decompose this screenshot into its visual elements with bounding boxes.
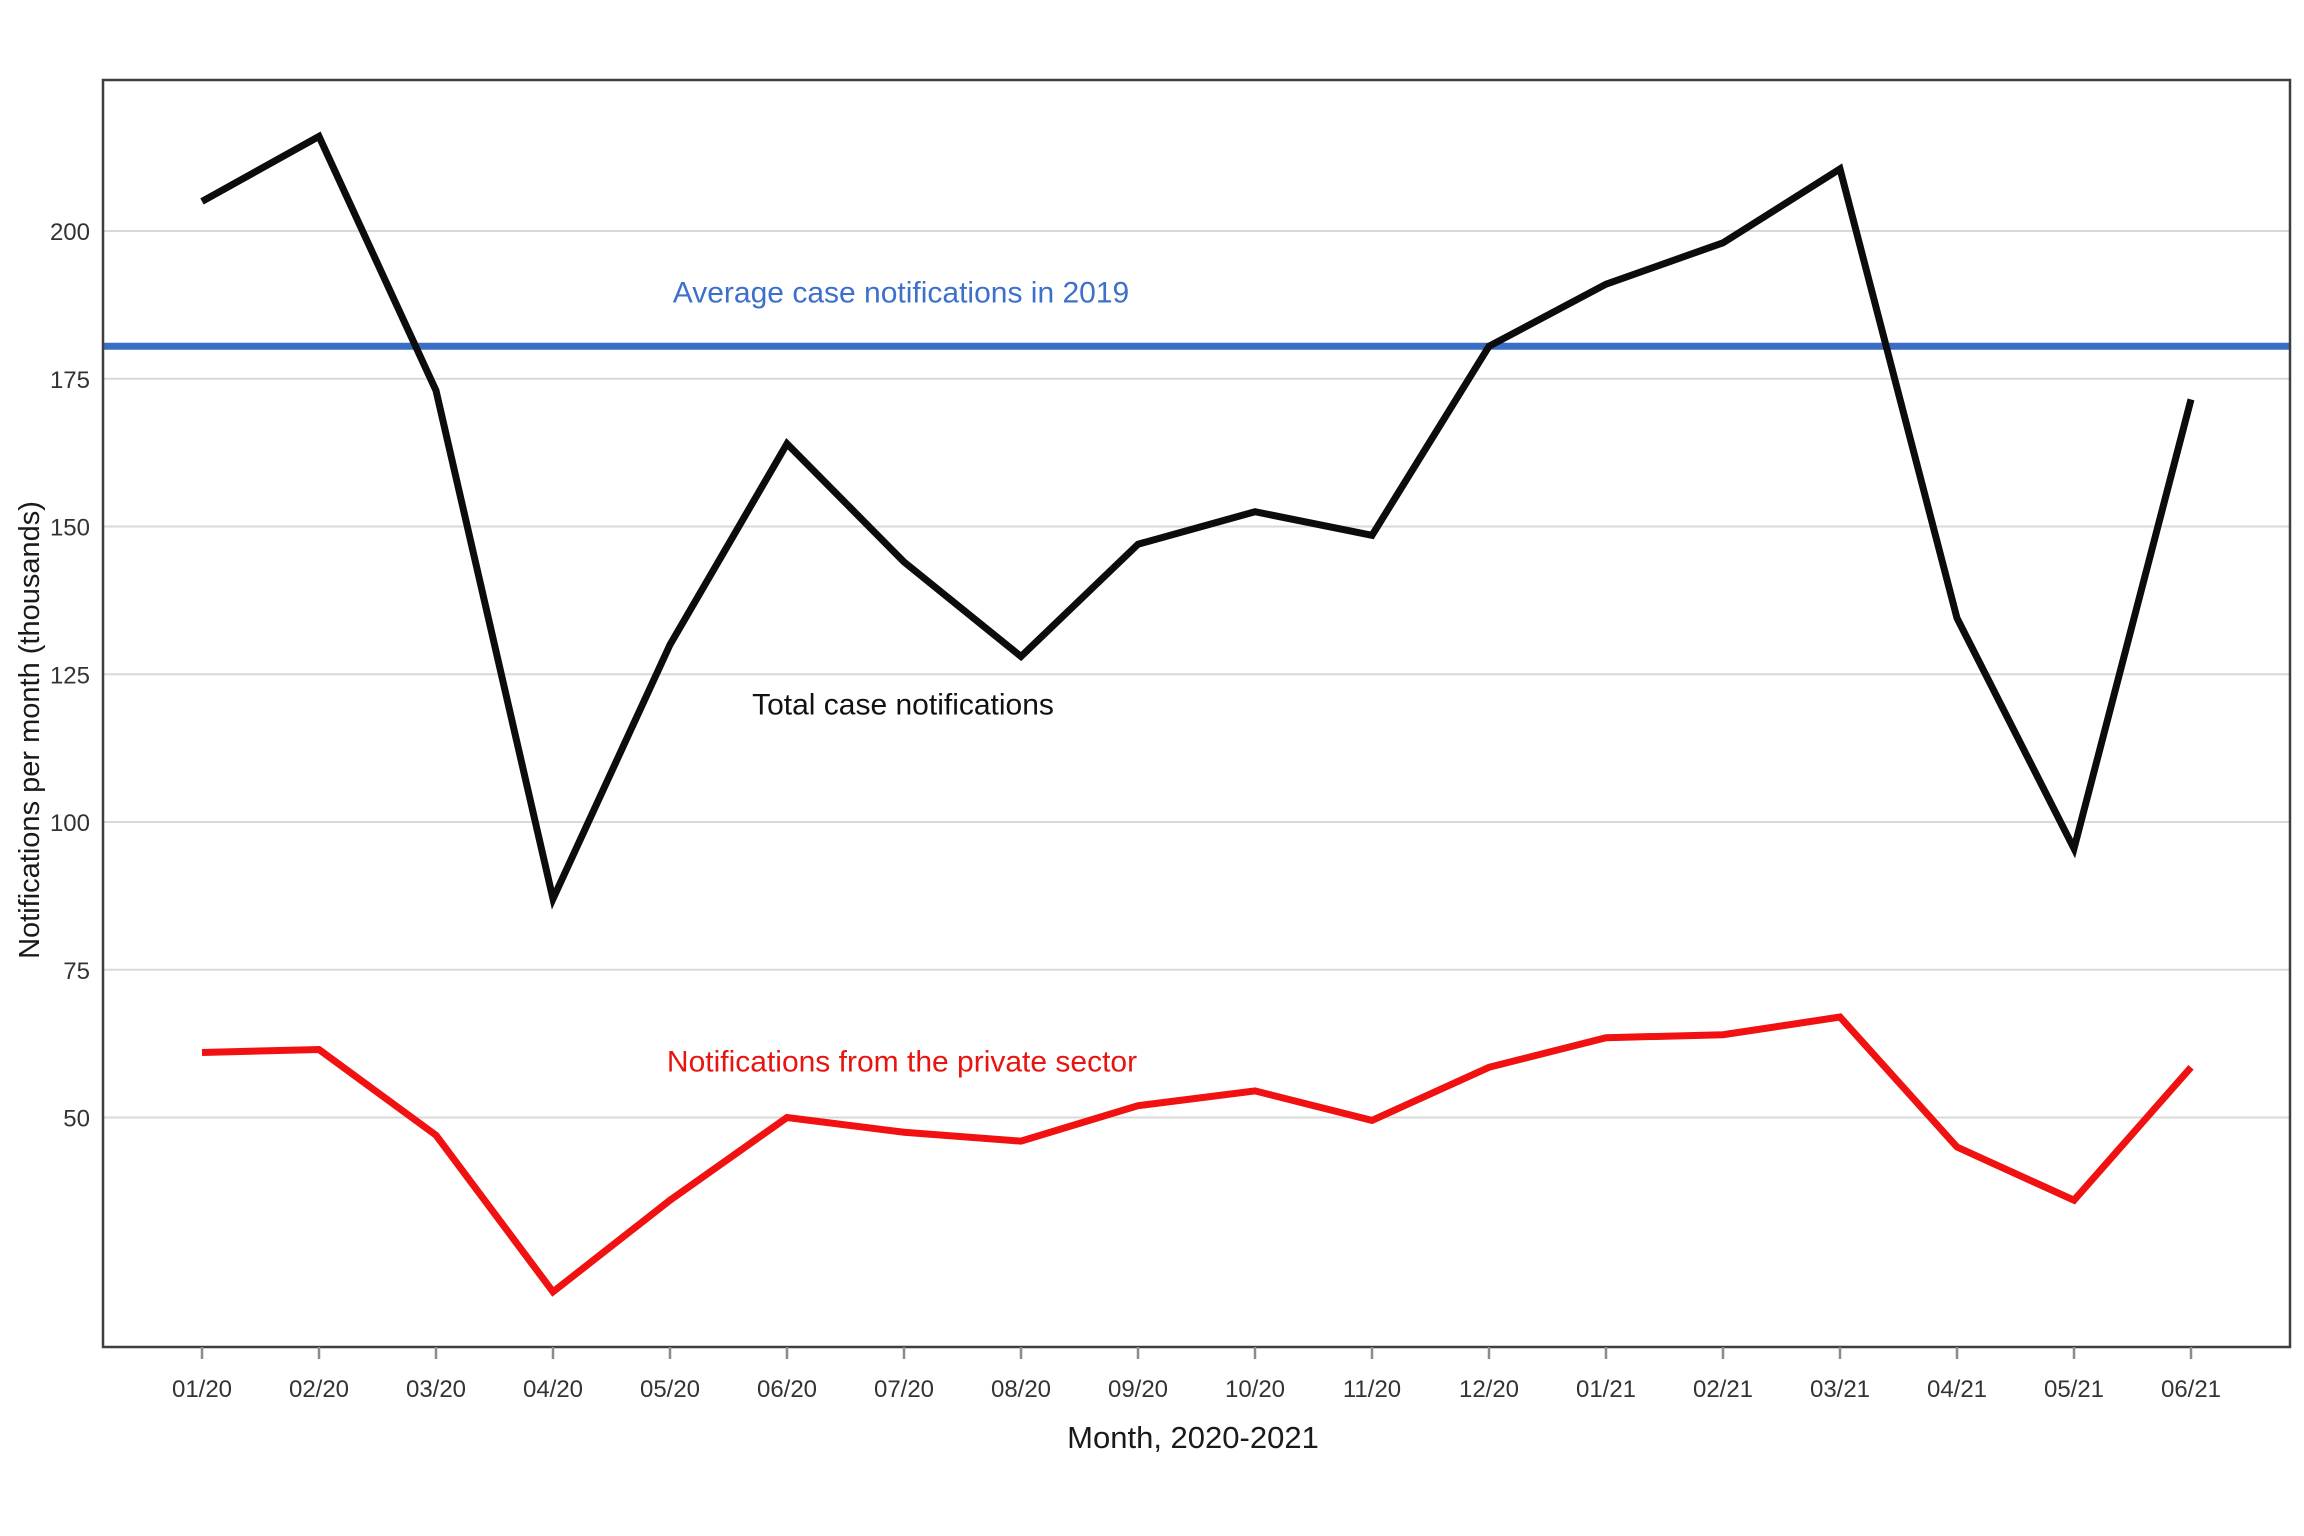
x-tick-label-04/20: 04/20 (523, 1376, 583, 1403)
y-tick-label-75: 75 (63, 958, 90, 985)
y-axis-title: Notifications per month (thousands) (14, 501, 46, 959)
y-tick-label-175: 175 (50, 367, 90, 394)
total-notifications-line (200, 131, 2195, 910)
x-tick-label-05/20: 05/20 (640, 1376, 700, 1403)
x-axis-tick-labels: 01/20 02/20 03/20 04/20 05/20 06/20 07/20 08/20… (172, 1376, 2221, 1403)
x-tick-label-07/20: 07/20 (874, 1376, 934, 1403)
y-tick-label-100: 100 (50, 810, 90, 837)
x-tick-label-05/21: 05/21 (2044, 1376, 2104, 1403)
x-tick-label-06/21: 06/21 (2161, 1376, 2221, 1403)
plot-border (101, 78, 2292, 1349)
x-tick-label-10/20: 10/20 (1225, 1376, 1285, 1403)
y-tick-label-200: 200 (50, 219, 90, 246)
x-tick-label-03/21: 03/21 (1810, 1376, 1870, 1403)
x-axis-tick-marks (200, 1347, 2193, 1359)
private-sector-line (201, 1013, 2194, 1297)
x-tick-label-02/21: 02/21 (1693, 1376, 1753, 1403)
x-tick-label-01/20: 01/20 (172, 1376, 232, 1403)
total-line-annotation-label: Total case notifications (752, 689, 1054, 722)
x-tick-label-01/21: 01/21 (1576, 1376, 1636, 1403)
x-tick-label-06/20: 06/20 (757, 1376, 817, 1403)
y-tick-label-50: 50 (63, 1106, 90, 1133)
x-tick-label-02/20: 02/20 (289, 1376, 349, 1403)
gridlines (104, 230, 2289, 1119)
x-tick-label-03/20: 03/20 (406, 1376, 466, 1403)
baseline-annotation-label: Average case notifications in 2019 (673, 277, 1129, 310)
x-tick-label-12/20: 12/20 (1459, 1376, 1519, 1403)
y-tick-label-125: 125 (50, 662, 90, 689)
y-axis-tick-labels: 200 175 150 125 100 75 50 (50, 219, 90, 1133)
x-axis-title: Month, 2020-2021 (1067, 1420, 1319, 1455)
x-tick-label-11/20: 11/20 (1343, 1376, 1401, 1403)
x-tick-label-04/21: 04/21 (1927, 1376, 1987, 1403)
y-tick-label-150: 150 (50, 515, 90, 542)
private-line-annotation-label: Notifications from the private sector (667, 1046, 1137, 1079)
x-tick-label-09/20: 09/20 (1108, 1376, 1168, 1403)
x-tick-label-08/20: 08/20 (991, 1376, 1051, 1403)
